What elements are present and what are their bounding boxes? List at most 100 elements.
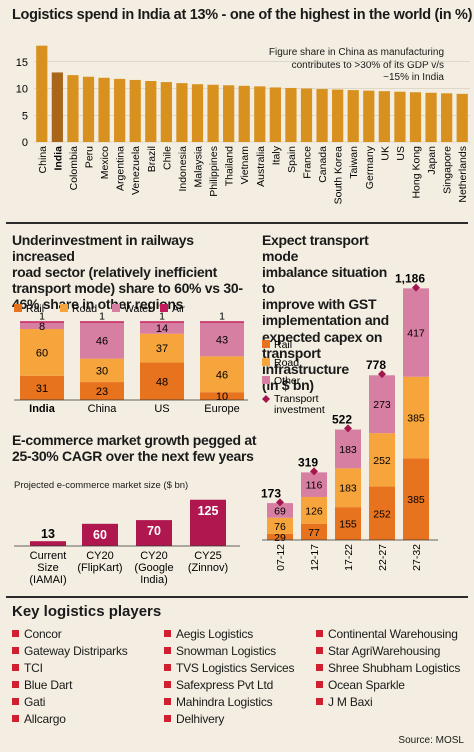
bar [285,87,297,142]
data-label: 126 [305,505,323,517]
annotation-line: contributes to >30% of its GDP v/s [291,59,444,71]
x-tick-label: Venezuela [130,146,142,195]
bar-segment [140,333,184,363]
title-line: (in $ bn) [262,376,314,393]
bar [347,90,359,142]
bar-segment [369,486,395,540]
data-label: 183 [339,444,357,456]
bar [332,89,344,142]
legend-label: Other [274,375,301,387]
bar-segment [335,429,361,469]
bar-segment [335,507,361,540]
legend-label: Rail [26,303,44,315]
player-item: TVS Logistics Services [164,660,316,675]
player-item: Snowman Logistics [164,643,316,658]
bar-segment [301,472,327,497]
player-name: Continental Warehousing [328,626,458,641]
bar-segment [267,533,293,540]
player-name: Concor [24,626,62,641]
data-label: 10 [216,391,228,403]
y-tick-label: 10 [16,84,28,96]
bar [425,92,437,142]
source-note: Source: MOSL [398,735,464,746]
data-label: 252 [373,455,391,467]
player-name: TVS Logistics Services [176,660,295,675]
bar-segment [369,433,395,487]
x-tick-label: Canada [317,146,329,183]
player-item: TCI [12,660,164,675]
data-label: 70 [147,524,161,538]
data-label: 417 [407,328,425,340]
legend-swatch [262,376,270,384]
title-line: implementation and [262,312,389,329]
bar [238,85,250,142]
x-tick-label: Mexico [99,146,111,179]
total-label: 522 [332,412,352,426]
data-label: 77 [308,527,320,539]
player-item: Continental Warehousing [316,626,468,641]
investment-marker [378,370,386,379]
data-label: 46 [96,336,108,348]
bar [456,93,468,142]
bar [82,76,95,142]
bar-segment [403,288,429,377]
data-label: 76 [274,521,286,533]
bar [394,91,406,142]
chart4-title: E-commerce market growth pegged at 25-30… [12,432,262,464]
x-tick-label: Japan [426,146,438,175]
bullet-square-icon [164,664,171,671]
bullet-square-icon [164,647,171,654]
x-tick-label: China [37,146,49,174]
legend-marker [262,395,270,403]
x-tick-label: China [88,403,118,415]
x-tick-label: Taiwan [348,146,360,179]
legend-label: investment [274,404,325,416]
legend-label: Road [274,357,299,369]
bar [36,45,48,143]
bar-segment [20,321,64,323]
bar [98,77,110,142]
x-tick-label: Netherlands [457,146,469,203]
player-name: Allcargo [24,711,66,726]
player-name: Ocean Sparkle [328,677,405,692]
player-name: Delhivery [176,711,225,726]
x-tick-label: 07-12 [275,544,287,571]
data-label: 13 [41,527,55,541]
chart3-title: Expect transport mode imbalance situatio… [262,232,402,393]
bar-segment [80,382,124,400]
chart4-subtitle: Projected e-commerce market size ($ bn) [14,480,189,491]
total-label: 319 [298,455,318,469]
x-tick-label: Spain [286,146,298,173]
data-label: 37 [156,343,168,355]
data-label: 155 [339,519,357,531]
x-tick-label: Brazil [146,146,158,172]
bar-segment [267,517,293,534]
chart1-title: Logistics spend in India at 13% - one of… [12,7,473,23]
bar [67,75,79,142]
x-tick-label: Size [37,562,58,574]
x-tick-label: Singapore [442,146,454,194]
data-label: 14 [156,323,168,335]
player-name: Shree Shubham Logistics [328,660,461,675]
legend-label: Air [172,303,185,315]
bullet-square-icon [316,630,323,637]
bullet-square-icon [12,630,19,637]
title-line: expected capex on [262,328,383,345]
x-tick-label: (IAMAI) [29,574,66,586]
y-tick-label: 0 [22,137,28,149]
x-tick-label: (FlipKart) [77,562,122,574]
data-label: 60 [93,528,107,542]
bar [223,85,235,142]
bar-segment [20,329,64,376]
bar-segment [80,358,124,383]
player-item: Aegis Logistics [164,626,316,641]
bar [378,91,390,142]
bullet-square-icon [316,698,323,705]
x-tick-label: Philippines [208,146,220,197]
bar-segment [403,376,429,459]
x-tick-label: India [29,403,56,415]
legend-swatch [14,304,22,312]
player-item: J M Baxi [316,694,468,709]
ecommerce-chart: 13CurrentSize(IAMAI)60CY20(FlipKart)70CY… [14,499,240,586]
